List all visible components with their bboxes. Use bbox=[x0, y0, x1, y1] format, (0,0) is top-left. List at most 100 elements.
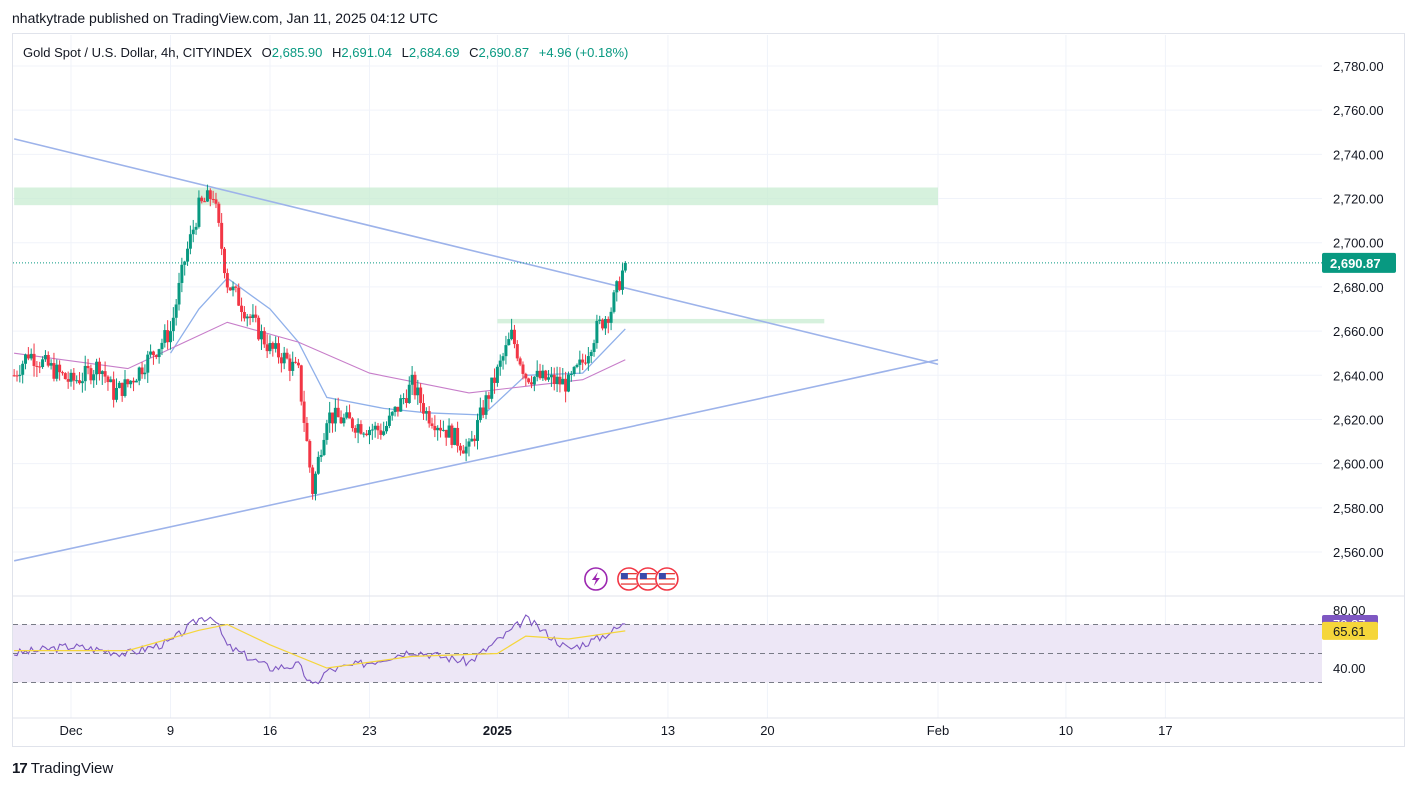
candle-down bbox=[154, 355, 158, 358]
price-tick-label: 2,700.00 bbox=[1333, 236, 1384, 251]
candle-down bbox=[63, 373, 67, 380]
candle-down bbox=[473, 438, 477, 441]
candle-up bbox=[453, 427, 457, 445]
candle-down bbox=[331, 412, 335, 424]
candle-up bbox=[475, 420, 479, 441]
candle-up bbox=[549, 374, 553, 378]
events-layer bbox=[584, 567, 679, 591]
candle-up bbox=[620, 270, 624, 290]
candle-up bbox=[322, 439, 326, 456]
candle-up bbox=[186, 248, 190, 262]
candle-up bbox=[69, 372, 73, 382]
candle-up bbox=[18, 374, 22, 376]
ma-fast-line bbox=[169, 277, 626, 416]
candle-up bbox=[160, 342, 164, 350]
candle-up bbox=[129, 380, 133, 385]
candle-up bbox=[467, 441, 471, 447]
candle-down bbox=[112, 379, 116, 400]
time-tick-label: 2025 bbox=[483, 723, 512, 738]
candle-up bbox=[328, 412, 332, 424]
candle-up bbox=[41, 359, 45, 368]
candle-up bbox=[49, 363, 53, 366]
candle-up bbox=[447, 425, 451, 438]
candle-down bbox=[103, 371, 107, 377]
candle-up bbox=[498, 360, 502, 367]
flag-stripe bbox=[639, 583, 656, 585]
candle-down bbox=[12, 375, 16, 377]
candle-up bbox=[464, 446, 468, 454]
price-tick-label: 2,560.00 bbox=[1333, 545, 1384, 560]
rsi-pane bbox=[13, 595, 1405, 685]
lightning-event-icon[interactable] bbox=[584, 567, 608, 591]
last-price-tag: 2,690.87 bbox=[1322, 252, 1396, 273]
chart-frame bbox=[12, 33, 1405, 747]
resistance-zone[interactable] bbox=[14, 187, 939, 206]
candle-up bbox=[95, 361, 99, 375]
candle-up bbox=[589, 352, 593, 357]
candle-up bbox=[572, 366, 576, 375]
candle-down bbox=[257, 317, 261, 340]
candle-down bbox=[444, 429, 448, 438]
candle-down bbox=[151, 351, 155, 356]
candle-up bbox=[598, 319, 602, 321]
flag-stripe bbox=[658, 578, 675, 580]
candle-down bbox=[248, 316, 252, 318]
low-value: 2,684.69 bbox=[408, 45, 460, 60]
candle-down bbox=[217, 203, 221, 223]
upper-trendline[interactable] bbox=[13, 138, 939, 366]
candle-up bbox=[504, 345, 508, 357]
candle-down bbox=[427, 411, 431, 424]
candle-up bbox=[117, 382, 121, 388]
candle-down bbox=[46, 355, 50, 366]
candle-up bbox=[114, 387, 118, 400]
candle-down bbox=[538, 370, 542, 379]
candle-up bbox=[595, 320, 599, 344]
candle-down bbox=[32, 353, 36, 366]
footer-logo[interactable]: 17 TradingView bbox=[12, 760, 113, 777]
candle-down bbox=[72, 372, 76, 381]
candle-up bbox=[501, 356, 505, 361]
candle-down bbox=[225, 273, 229, 288]
candle-down bbox=[353, 428, 357, 433]
candle-down bbox=[89, 368, 93, 381]
time-tick-label: 17 bbox=[1158, 723, 1172, 738]
candle-down bbox=[359, 424, 363, 434]
candle-up bbox=[410, 374, 414, 385]
candle-up bbox=[373, 425, 377, 430]
candle-down bbox=[458, 445, 462, 451]
candle-up bbox=[83, 365, 87, 382]
time-axis: Dec 9 16 23 2025 13 20 Feb 10 17 bbox=[13, 717, 1405, 738]
candle-down bbox=[200, 197, 204, 202]
candle-down bbox=[421, 403, 425, 414]
candle-down bbox=[234, 286, 238, 288]
candle-down bbox=[277, 343, 281, 358]
time-tick-label: Feb bbox=[927, 723, 949, 738]
candle-up bbox=[490, 377, 494, 399]
rsi-tick-label: 40.00 bbox=[1333, 661, 1366, 676]
candle-down bbox=[120, 382, 124, 396]
candle-down bbox=[203, 201, 207, 203]
candle-up bbox=[75, 380, 79, 382]
flag-stripe bbox=[658, 573, 675, 575]
candle-down bbox=[518, 358, 522, 365]
flag-canton bbox=[639, 573, 647, 579]
candle-down bbox=[26, 354, 30, 359]
rsi-tick-label: 80.00 bbox=[1333, 603, 1366, 618]
support-zone[interactable] bbox=[497, 318, 825, 324]
brand-name: TradingView bbox=[30, 760, 114, 777]
price-tick-label: 2,680.00 bbox=[1333, 280, 1384, 295]
candle-down bbox=[106, 376, 110, 383]
candle-up bbox=[92, 374, 96, 381]
symbol-title: Gold Spot / U.S. Dollar, 4h, CITYINDEX bbox=[23, 45, 253, 60]
candle-up bbox=[356, 424, 360, 433]
candle-down bbox=[564, 378, 568, 392]
candle-up bbox=[171, 317, 175, 332]
candle-down bbox=[299, 365, 303, 402]
flag-canton bbox=[620, 573, 628, 579]
candle-up bbox=[146, 354, 150, 373]
candle-down bbox=[228, 287, 232, 291]
lower-trendline[interactable] bbox=[13, 359, 939, 562]
us-flag-icon[interactable] bbox=[655, 567, 679, 591]
candle-down bbox=[339, 417, 343, 424]
